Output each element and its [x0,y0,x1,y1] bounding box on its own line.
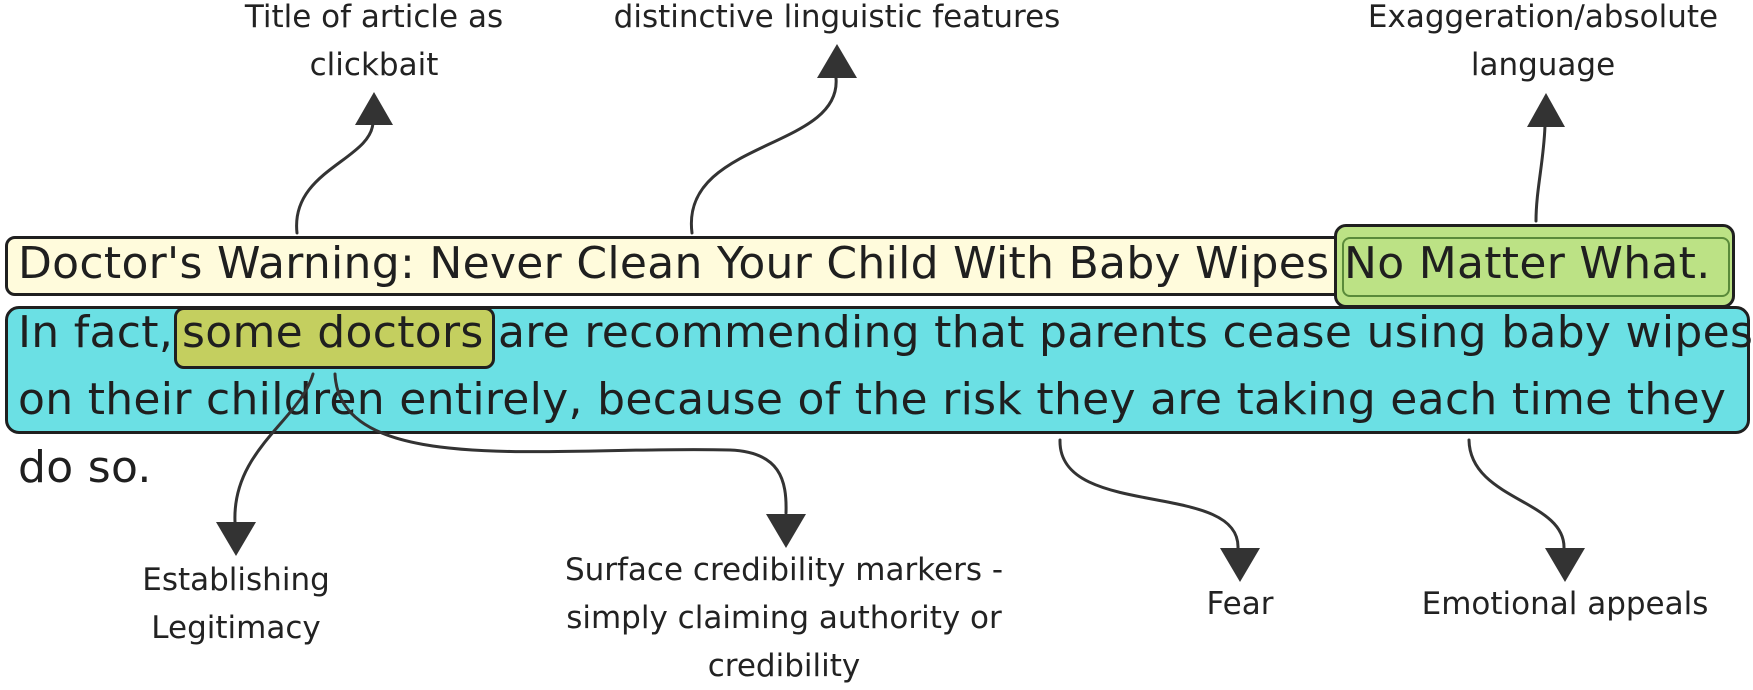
connector-linguistic-features [690,76,838,235]
authority-claim-highlight [174,307,495,369]
arrow-head-credibility-markers [766,514,806,548]
connector-fear [1058,438,1240,550]
headline-text: Doctor's Warning: Never Clean Your Child… [18,238,1330,289]
connector-legitimacy [233,372,315,524]
connector-title-clickbait [295,120,375,235]
label-credibility-markers: Surface credibility markers - simply cla… [564,552,1004,684]
body-line3: do so. [18,442,152,493]
connector-exaggeration [1534,123,1547,223]
connector-credibility-markers [333,372,788,515]
connector-emotional-appeals [1467,438,1566,550]
arrow-head-legitimacy [216,522,256,556]
label-exaggeration: Exaggeration/absolute language [1367,0,1719,83]
label-emotional-appeals: Emotional appeals [1421,586,1709,622]
arrow-head-linguistic-features [817,44,857,78]
body-line1-rest: are recommending that parents cease usin… [498,307,1753,358]
arrow-head-title-clickbait [355,92,393,125]
body-line2: on their children entirely, because of t… [18,374,1727,425]
arrow-head-exaggeration [1527,93,1565,127]
body-line1-prefix: In fact, [18,307,174,358]
label-fear: Fear [1206,586,1274,622]
absolute-language-inner-outline [1342,237,1730,297]
body-authority-phrase: some doctors [182,307,484,358]
label-title-clickbait: Title of article as clickbait [244,0,504,83]
label-linguistic-features: distinctive linguistic features [613,0,1061,35]
arrow-head-emotional-appeals [1545,548,1585,582]
headline-absolute-phrase: No Matter What. [1344,238,1711,289]
arrow-head-fear [1220,548,1260,582]
label-establishing-legitimacy: Establishing Legitimacy [142,562,330,646]
